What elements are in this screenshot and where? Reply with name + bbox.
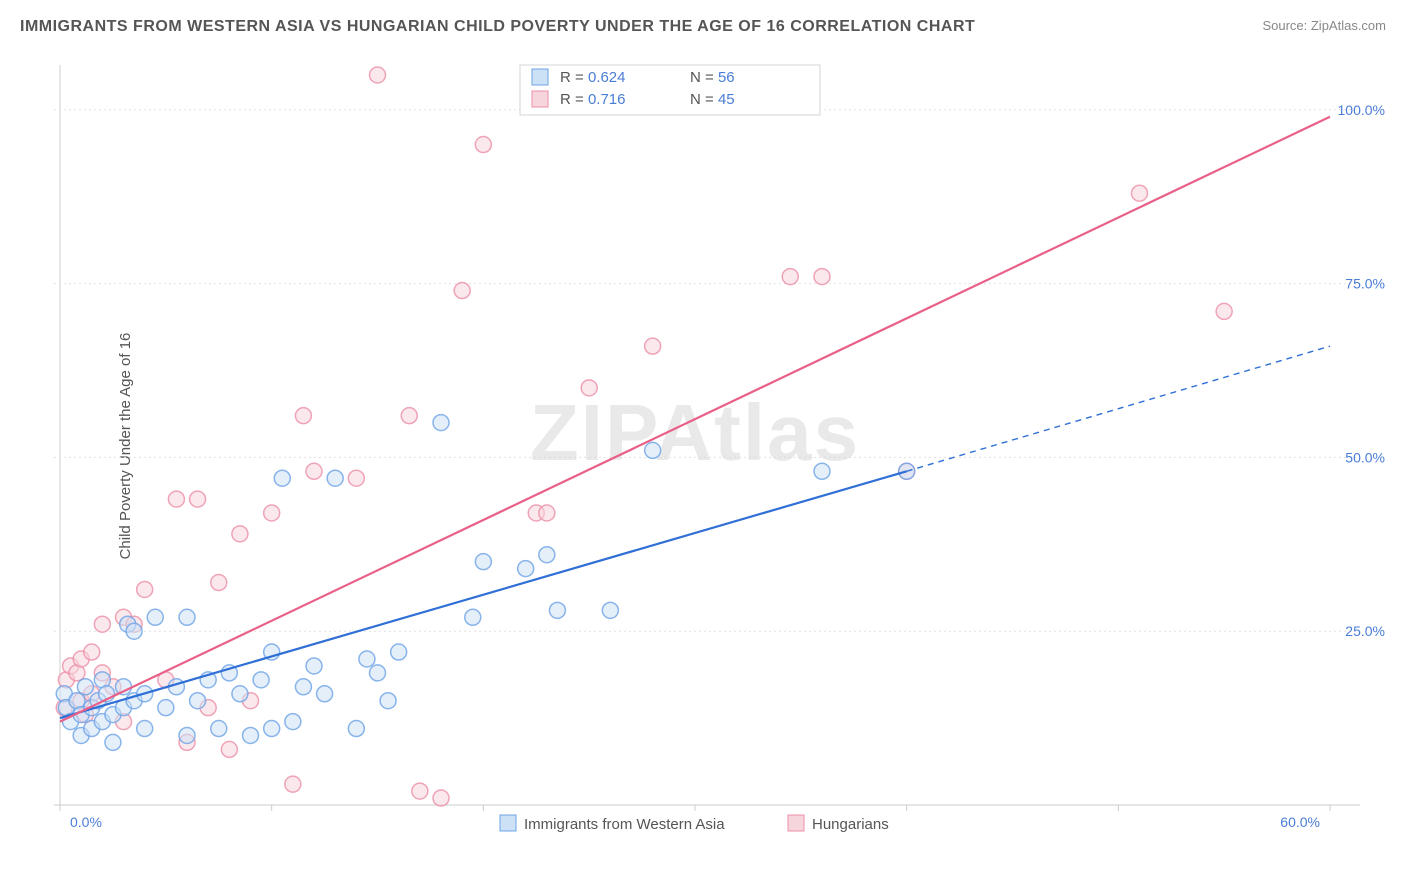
data-point-wasia (77, 679, 93, 695)
legend-swatch (532, 91, 548, 107)
legend-r-label: R = 0.716 (560, 91, 625, 108)
data-point-hun (645, 338, 661, 354)
legend-correlation: R = 0.624 N = 56 R = 0.716 N = 45 (520, 65, 820, 115)
data-point-wasia (518, 561, 534, 577)
data-point-wasia (348, 721, 364, 737)
legend-label: Immigrants from Western Asia (524, 816, 725, 833)
x-tick-label: 0.0% (70, 814, 102, 830)
data-point-hun (168, 491, 184, 507)
data-point-wasia (549, 602, 565, 618)
data-point-hun (370, 67, 386, 83)
data-point-wasia (370, 665, 386, 681)
data-point-wasia (317, 686, 333, 702)
watermark: ZIPAtlas (530, 388, 860, 477)
data-point-hun (433, 790, 449, 806)
data-point-hun (190, 491, 206, 507)
data-point-hun (84, 644, 100, 660)
data-point-wasia (274, 470, 290, 486)
data-point-hun (412, 783, 428, 799)
data-point-wasia (126, 623, 142, 639)
data-point-hun (285, 776, 301, 792)
legend-label: Hungarians (812, 816, 889, 833)
data-point-wasia (539, 547, 555, 563)
x-tick-label: 60.0% (1280, 814, 1320, 830)
data-point-wasia (190, 693, 206, 709)
data-point-wasia (380, 693, 396, 709)
regression-line-wasia (60, 471, 907, 718)
y-tick-label: 50.0% (1345, 449, 1385, 465)
legend-n-label: N = 56 (690, 69, 735, 86)
data-point-hun (306, 463, 322, 479)
data-point-wasia (475, 554, 491, 570)
legend-r-label: R = 0.624 (560, 69, 625, 86)
legend-swatch (532, 69, 548, 85)
data-point-hun (475, 137, 491, 153)
data-point-hun (814, 269, 830, 285)
data-point-wasia (264, 721, 280, 737)
data-point-wasia (645, 442, 661, 458)
data-point-wasia (359, 651, 375, 667)
y-tick-label: 25.0% (1345, 623, 1385, 639)
data-point-hun (137, 581, 153, 597)
data-point-hun (1216, 303, 1232, 319)
data-point-wasia (285, 714, 301, 730)
data-point-hun (94, 616, 110, 632)
data-point-wasia (253, 672, 269, 688)
data-point-hun (221, 741, 237, 757)
data-point-wasia (465, 609, 481, 625)
regression-ext-wasia (907, 346, 1330, 471)
y-tick-label: 75.0% (1345, 276, 1385, 292)
data-point-wasia (147, 609, 163, 625)
data-point-hun (295, 408, 311, 424)
legend-series: Immigrants from Western Asia Hungarians (500, 815, 889, 833)
plot-area: 25.0% 50.0% 75.0% 100.0% 0.0% 60.0% ZIPAtlas R … (50, 55, 1390, 845)
legend-swatch (500, 815, 516, 831)
legend-swatch (788, 815, 804, 831)
chart-container: IMMIGRANTS FROM WESTERN ASIA VS HUNGARIA… (0, 0, 1406, 892)
data-point-wasia (179, 727, 195, 743)
data-point-hun (782, 269, 798, 285)
data-point-hun (1132, 185, 1148, 201)
data-point-hun (539, 505, 555, 521)
data-point-wasia (158, 700, 174, 716)
data-point-wasia (602, 602, 618, 618)
legend-n-label: N = 45 (690, 91, 735, 108)
data-point-hun (264, 505, 280, 521)
data-point-hun (401, 408, 417, 424)
data-point-wasia (391, 644, 407, 660)
data-point-hun (232, 526, 248, 542)
data-point-wasia (179, 609, 195, 625)
data-point-wasia (295, 679, 311, 695)
data-point-wasia (433, 415, 449, 431)
data-point-hun (581, 380, 597, 396)
chart-title: IMMIGRANTS FROM WESTERN ASIA VS HUNGARIA… (20, 18, 975, 36)
data-point-wasia (232, 686, 248, 702)
data-point-hun (211, 575, 227, 591)
data-point-wasia (105, 734, 121, 750)
data-point-wasia (327, 470, 343, 486)
y-tick-label: 100.0% (1338, 102, 1385, 118)
data-point-wasia (814, 463, 830, 479)
data-point-wasia (243, 727, 259, 743)
data-point-wasia (211, 721, 227, 737)
chart-svg: 25.0% 50.0% 75.0% 100.0% 0.0% 60.0% ZIPAtlas R … (50, 55, 1390, 845)
data-point-hun (454, 283, 470, 299)
data-point-hun (348, 470, 364, 486)
data-point-wasia (137, 721, 153, 737)
data-point-wasia (306, 658, 322, 674)
source-label: Source: ZipAtlas.com (1262, 18, 1386, 33)
